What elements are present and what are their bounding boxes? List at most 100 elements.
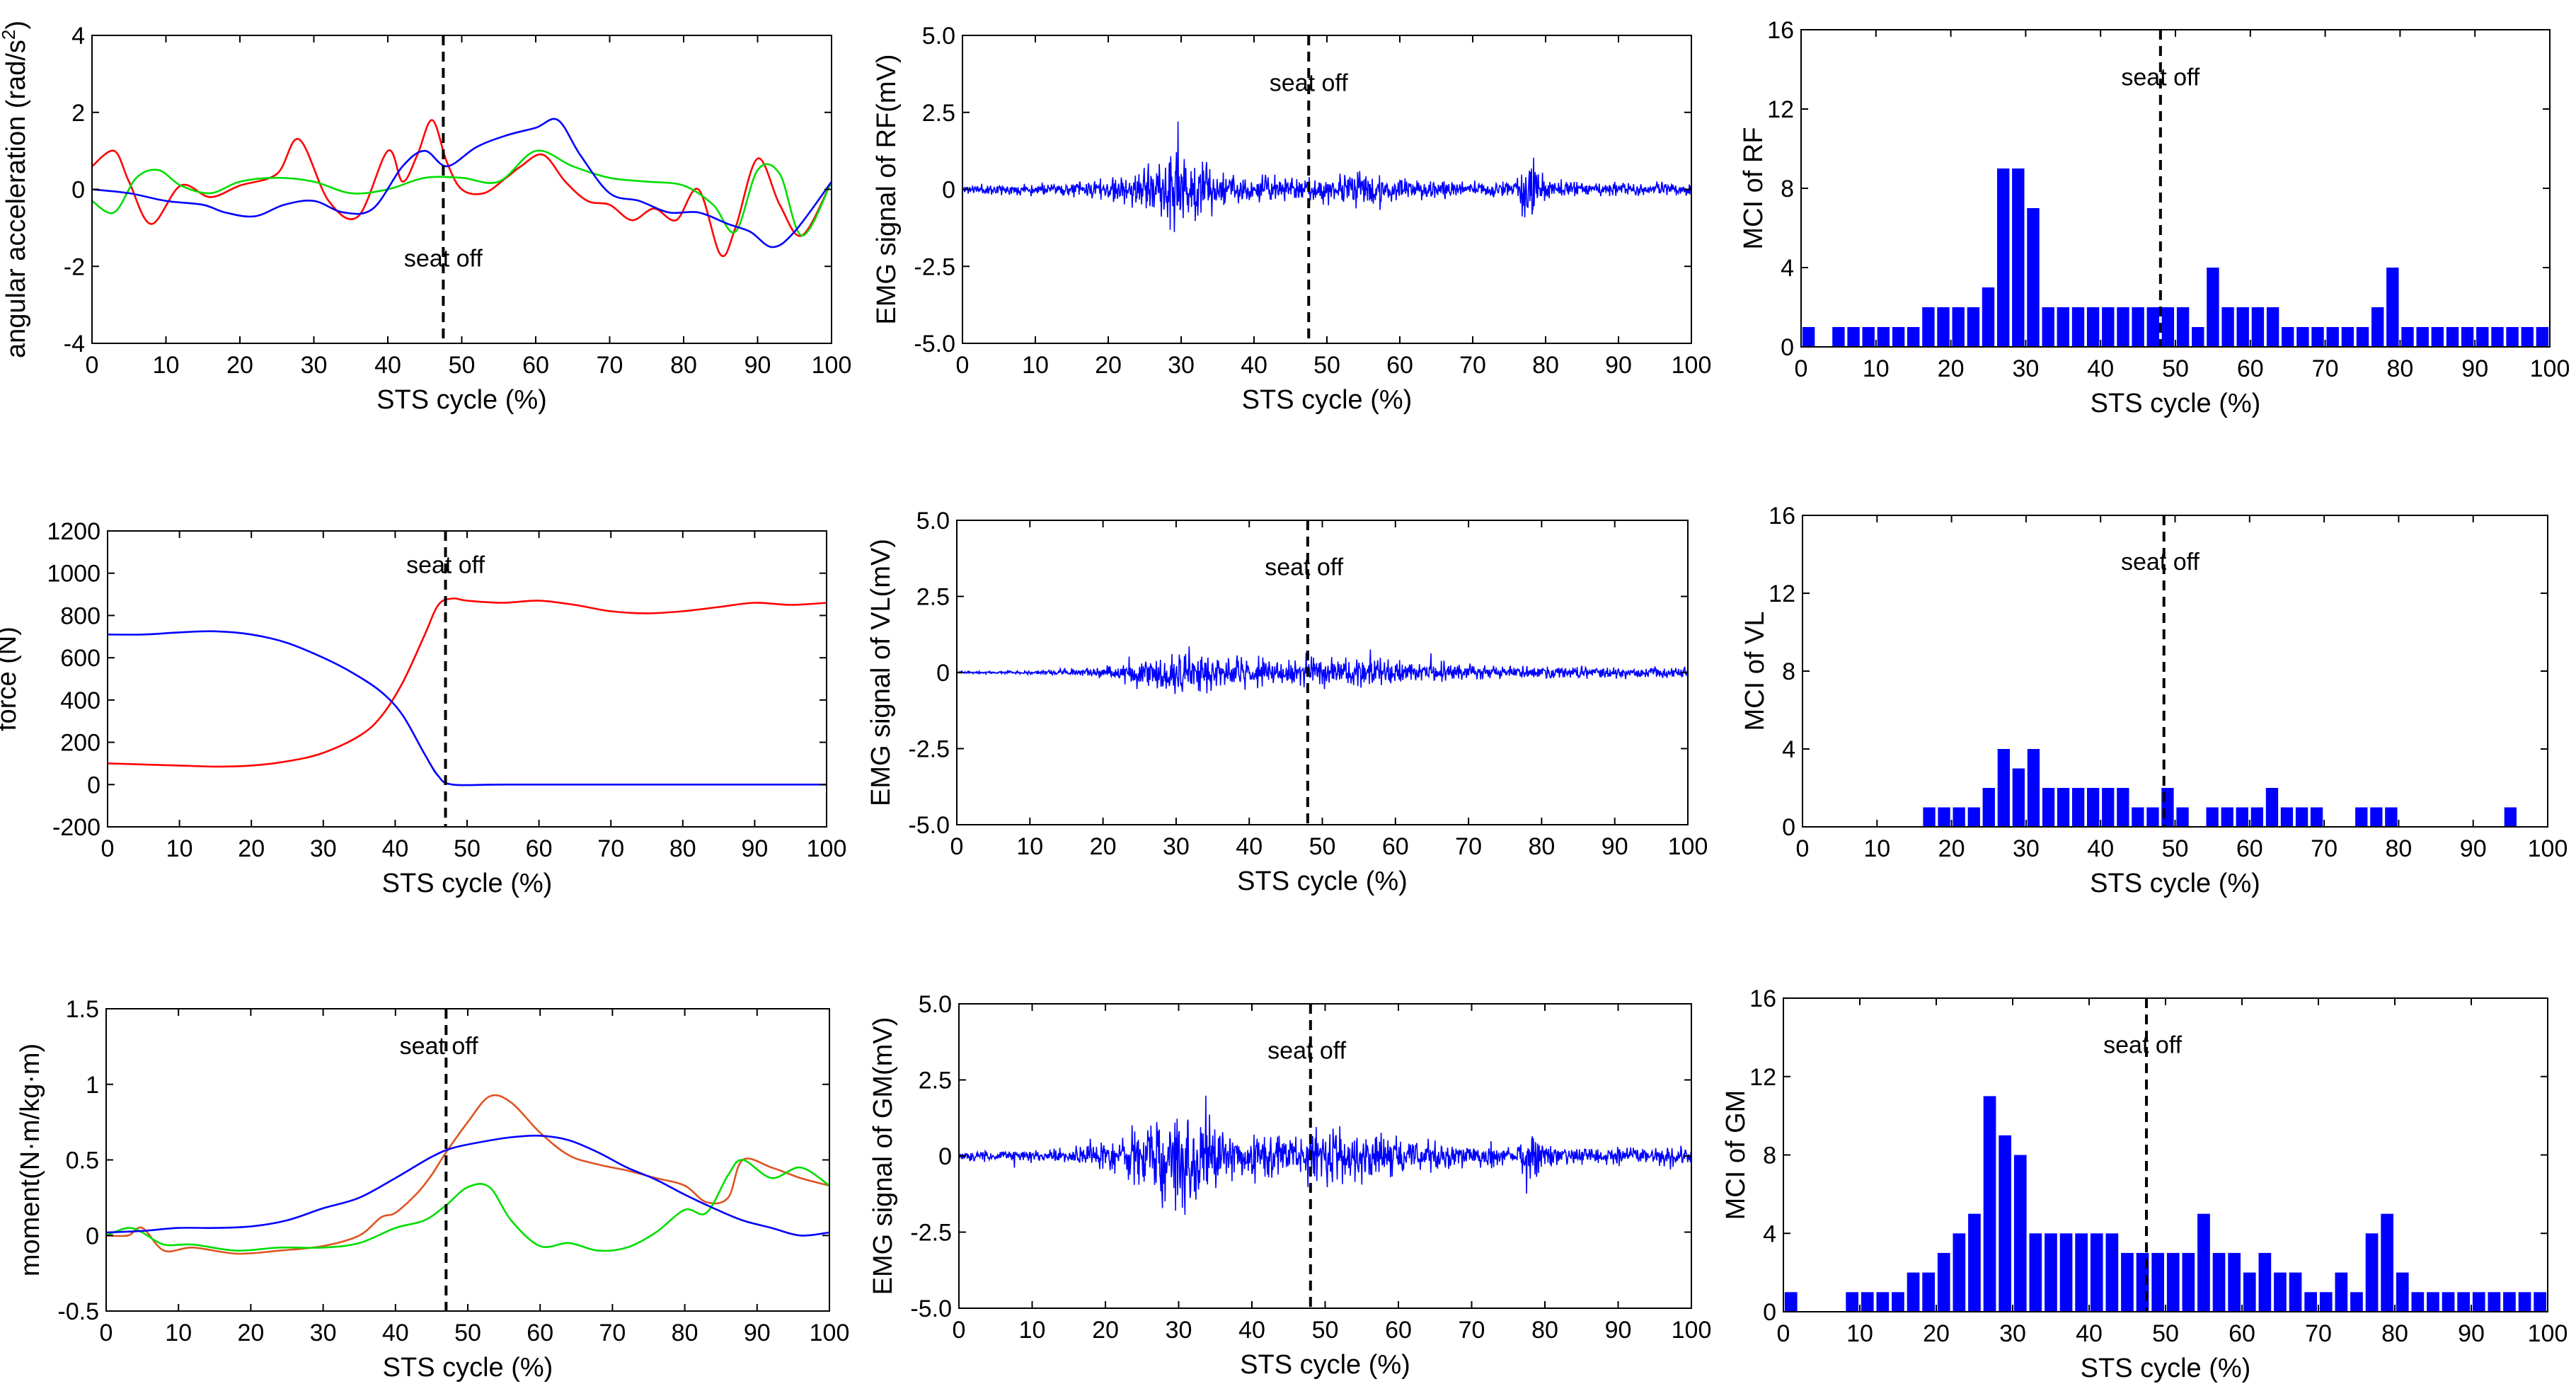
x-tick-label: 0 bbox=[1777, 1320, 1790, 1347]
bar bbox=[2182, 1252, 2195, 1312]
bar bbox=[1907, 327, 1920, 347]
x-tick-label: 40 bbox=[382, 1320, 409, 1346]
x-tick-label: 40 bbox=[2076, 1320, 2103, 1347]
x-tick-label: 80 bbox=[669, 835, 696, 862]
bar bbox=[1999, 1135, 2011, 1312]
bar bbox=[2381, 1213, 2393, 1312]
y-tick-label: 5.0 bbox=[916, 508, 950, 534]
x-tick-label: 30 bbox=[2012, 355, 2039, 382]
x-tick-label: 80 bbox=[2386, 355, 2413, 382]
y-axis-label-text: MCI of RF bbox=[1739, 127, 1769, 249]
seat-off-label: seat off bbox=[1270, 69, 1348, 96]
emg-signal-line bbox=[962, 121, 1691, 232]
y-tick-label: 600 bbox=[60, 645, 100, 672]
x-tick-label: 70 bbox=[2305, 1320, 2332, 1347]
bar bbox=[1847, 327, 1860, 347]
bar bbox=[2059, 1233, 2073, 1312]
plot-area bbox=[106, 1094, 829, 1255]
y-tick-label: 2 bbox=[71, 100, 85, 127]
series-line-blue bbox=[106, 1134, 829, 1237]
y-axis-label-text: MCI of VL bbox=[1740, 612, 1770, 731]
bar bbox=[1907, 1272, 1920, 1312]
x-tick-label: 60 bbox=[1385, 1317, 1412, 1344]
bar bbox=[2365, 1233, 2379, 1312]
series-line-green bbox=[92, 149, 832, 237]
bar bbox=[1997, 749, 2010, 827]
chart-ang-acc: seat off 0 10 20 30 40 50 60 70 80 90 100 -4 -2 0 2 4 STS… bbox=[0, 21, 851, 415]
x-tick-label: 60 bbox=[527, 1320, 553, 1346]
bar bbox=[1997, 168, 2010, 347]
plot-area bbox=[959, 1095, 1691, 1215]
bar bbox=[1832, 327, 1845, 347]
bar bbox=[1922, 1272, 1935, 1312]
y-tick-label: 8 bbox=[1781, 176, 1794, 202]
x-tick-label: 20 bbox=[1938, 355, 1965, 382]
y-tick-label: 400 bbox=[60, 687, 100, 714]
y-tick-label: 0 bbox=[87, 772, 100, 799]
x-tick-label: 50 bbox=[2162, 835, 2189, 862]
bar bbox=[1938, 807, 1950, 827]
y-tick-label: 0 bbox=[938, 1143, 952, 1170]
y-axis-label: angular acceleration (rad/s2) bbox=[0, 21, 31, 358]
bar bbox=[2029, 1233, 2042, 1312]
chart-emg-gm: seat off 0 10 20 30 40 50 60 70 80 90 100 -5.0 -2.5 0 2… bbox=[868, 991, 1711, 1380]
x-tick-label: 20 bbox=[226, 352, 253, 379]
x-tick-label: 10 bbox=[1019, 1317, 1046, 1344]
x-tick-label: 60 bbox=[2237, 355, 2264, 382]
x-tick-label: 60 bbox=[2229, 1320, 2255, 1347]
x-tick-label: 70 bbox=[597, 352, 623, 379]
y-tick-label: -200 bbox=[52, 814, 100, 841]
x-tick-label: 90 bbox=[1605, 1317, 1632, 1344]
x-tick-label: 40 bbox=[2087, 355, 2114, 382]
x-tick-label: 40 bbox=[1241, 352, 1267, 379]
y-tick-label: 2.5 bbox=[922, 100, 955, 127]
y-axis-label-text: angular acceleration (rad/s bbox=[1, 40, 31, 358]
bar bbox=[1862, 327, 1875, 347]
bar bbox=[2491, 327, 2504, 347]
bar bbox=[1968, 1213, 1981, 1312]
bar bbox=[2102, 307, 2115, 347]
bar bbox=[1784, 1292, 1798, 1312]
bar bbox=[1892, 1292, 1904, 1312]
bar bbox=[2488, 1292, 2501, 1312]
bar bbox=[1982, 788, 1995, 827]
bar bbox=[2042, 788, 2055, 827]
series-line-orange bbox=[106, 1094, 829, 1255]
bar bbox=[2192, 327, 2204, 347]
y-tick-label: 2.5 bbox=[919, 1068, 952, 1094]
y-tick-label: 0 bbox=[1781, 334, 1794, 361]
y-tick-label: 4 bbox=[1763, 1220, 1776, 1247]
y-tick-label: 12 bbox=[1769, 580, 1795, 607]
series-line-red bbox=[108, 597, 827, 768]
bar bbox=[2504, 807, 2517, 827]
x-tick-label: 80 bbox=[2385, 835, 2412, 862]
bar bbox=[2319, 1292, 2333, 1312]
bar bbox=[2042, 307, 2054, 347]
bar bbox=[2356, 327, 2369, 347]
x-tick-label: 30 bbox=[310, 835, 337, 862]
x-tick-label: 60 bbox=[526, 835, 553, 862]
bar bbox=[2071, 307, 2085, 347]
y-tick-label: 0 bbox=[1782, 814, 1795, 841]
x-tick-label: 40 bbox=[2087, 835, 2114, 862]
bar bbox=[2228, 1252, 2241, 1312]
x-tick-label: 30 bbox=[1163, 833, 1190, 860]
y-tick-label: 4 bbox=[71, 23, 85, 50]
bar bbox=[2536, 327, 2549, 347]
x-axis-label: STS cycle (%) bbox=[383, 1353, 553, 1383]
x-tick-label: 80 bbox=[670, 352, 697, 379]
y-tick-label: 12 bbox=[1749, 1064, 1776, 1091]
x-tick-label: 70 bbox=[1459, 352, 1486, 379]
x-tick-label: 50 bbox=[454, 1320, 481, 1346]
x-tick-label: 10 bbox=[1863, 835, 1890, 862]
x-tick-label: 30 bbox=[301, 352, 328, 379]
bar bbox=[2146, 307, 2159, 347]
bar bbox=[2457, 1292, 2470, 1312]
bar bbox=[1877, 327, 1890, 347]
bar bbox=[2350, 1292, 2363, 1312]
bar bbox=[2012, 768, 2025, 827]
x-tick-label: 70 bbox=[2312, 355, 2339, 382]
bar bbox=[1953, 1233, 1966, 1312]
